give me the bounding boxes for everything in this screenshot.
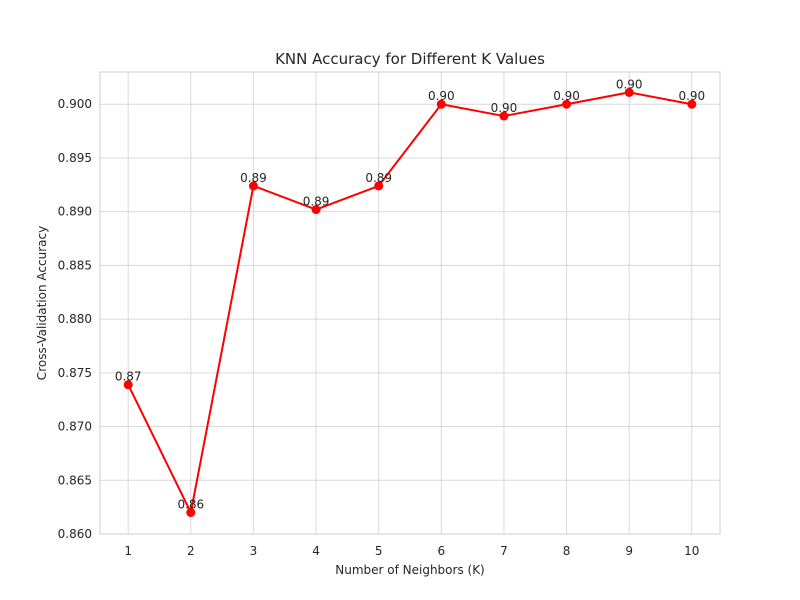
- data-label: 0.89: [365, 171, 392, 185]
- y-tick-label: 0.900: [58, 97, 92, 111]
- x-tick-label: 6: [437, 544, 445, 558]
- data-label: 0.90: [553, 89, 580, 103]
- data-label: 0.90: [616, 77, 643, 91]
- data-point: [436, 99, 446, 109]
- y-tick-label: 0.870: [58, 420, 92, 434]
- data-point: [374, 181, 384, 191]
- data-point: [311, 205, 321, 215]
- y-tick-label: 0.865: [58, 473, 92, 487]
- x-axis-label: Number of Neighbors (K): [335, 563, 485, 577]
- data-point: [624, 87, 634, 97]
- x-tick-label: 5: [375, 544, 383, 558]
- data-label: 0.87: [115, 370, 142, 384]
- data-point: [186, 508, 196, 518]
- labels-layer: 0.87 0.86 0.89 0.89 0.89 0.90 0.90 0.90 0.90 0.90: [115, 77, 705, 511]
- data-label: 0.90: [428, 89, 455, 103]
- chart-title: KNN Accuracy for Different K Values: [275, 50, 545, 68]
- x-tick-label: 8: [563, 544, 571, 558]
- data-label: 0.89: [240, 171, 267, 185]
- x-tick-label: 4: [312, 544, 320, 558]
- y-tick-label: 0.875: [58, 366, 92, 380]
- y-axis-label: Cross-Validation Accuracy: [35, 226, 49, 380]
- series-layer: [123, 87, 697, 518]
- accuracy-line: [127, 91, 693, 514]
- x-tick-label: 2: [187, 544, 195, 558]
- y-tick-label: 0.860: [58, 527, 92, 541]
- data-point: [123, 380, 133, 390]
- y-tick-label: 0.895: [58, 151, 92, 165]
- data-label: 0.90: [678, 89, 705, 103]
- x-tick-label: 1: [124, 544, 132, 558]
- plot-frame: [99, 71, 721, 535]
- data-point: [248, 181, 258, 191]
- x-tick-label: 7: [500, 544, 508, 558]
- data-label: 0.90: [491, 101, 518, 115]
- ticks-layer: 1 2 3 4 5 6 7 8 9 10 0.860 0.865 0.870 0.875 0.880 0.88…: [58, 97, 700, 558]
- y-tick-label: 0.885: [58, 258, 92, 272]
- data-point: [687, 99, 697, 109]
- y-tick-label: 0.880: [58, 312, 92, 326]
- data-label: 0.89: [303, 195, 330, 209]
- x-tick-label: 10: [684, 544, 699, 558]
- x-tick-label: 9: [625, 544, 633, 558]
- data-point: [499, 111, 509, 121]
- data-label: 0.86: [177, 498, 204, 512]
- data-point: [562, 99, 572, 109]
- y-tick-label: 0.890: [58, 205, 92, 219]
- x-tick-label: 3: [250, 544, 258, 558]
